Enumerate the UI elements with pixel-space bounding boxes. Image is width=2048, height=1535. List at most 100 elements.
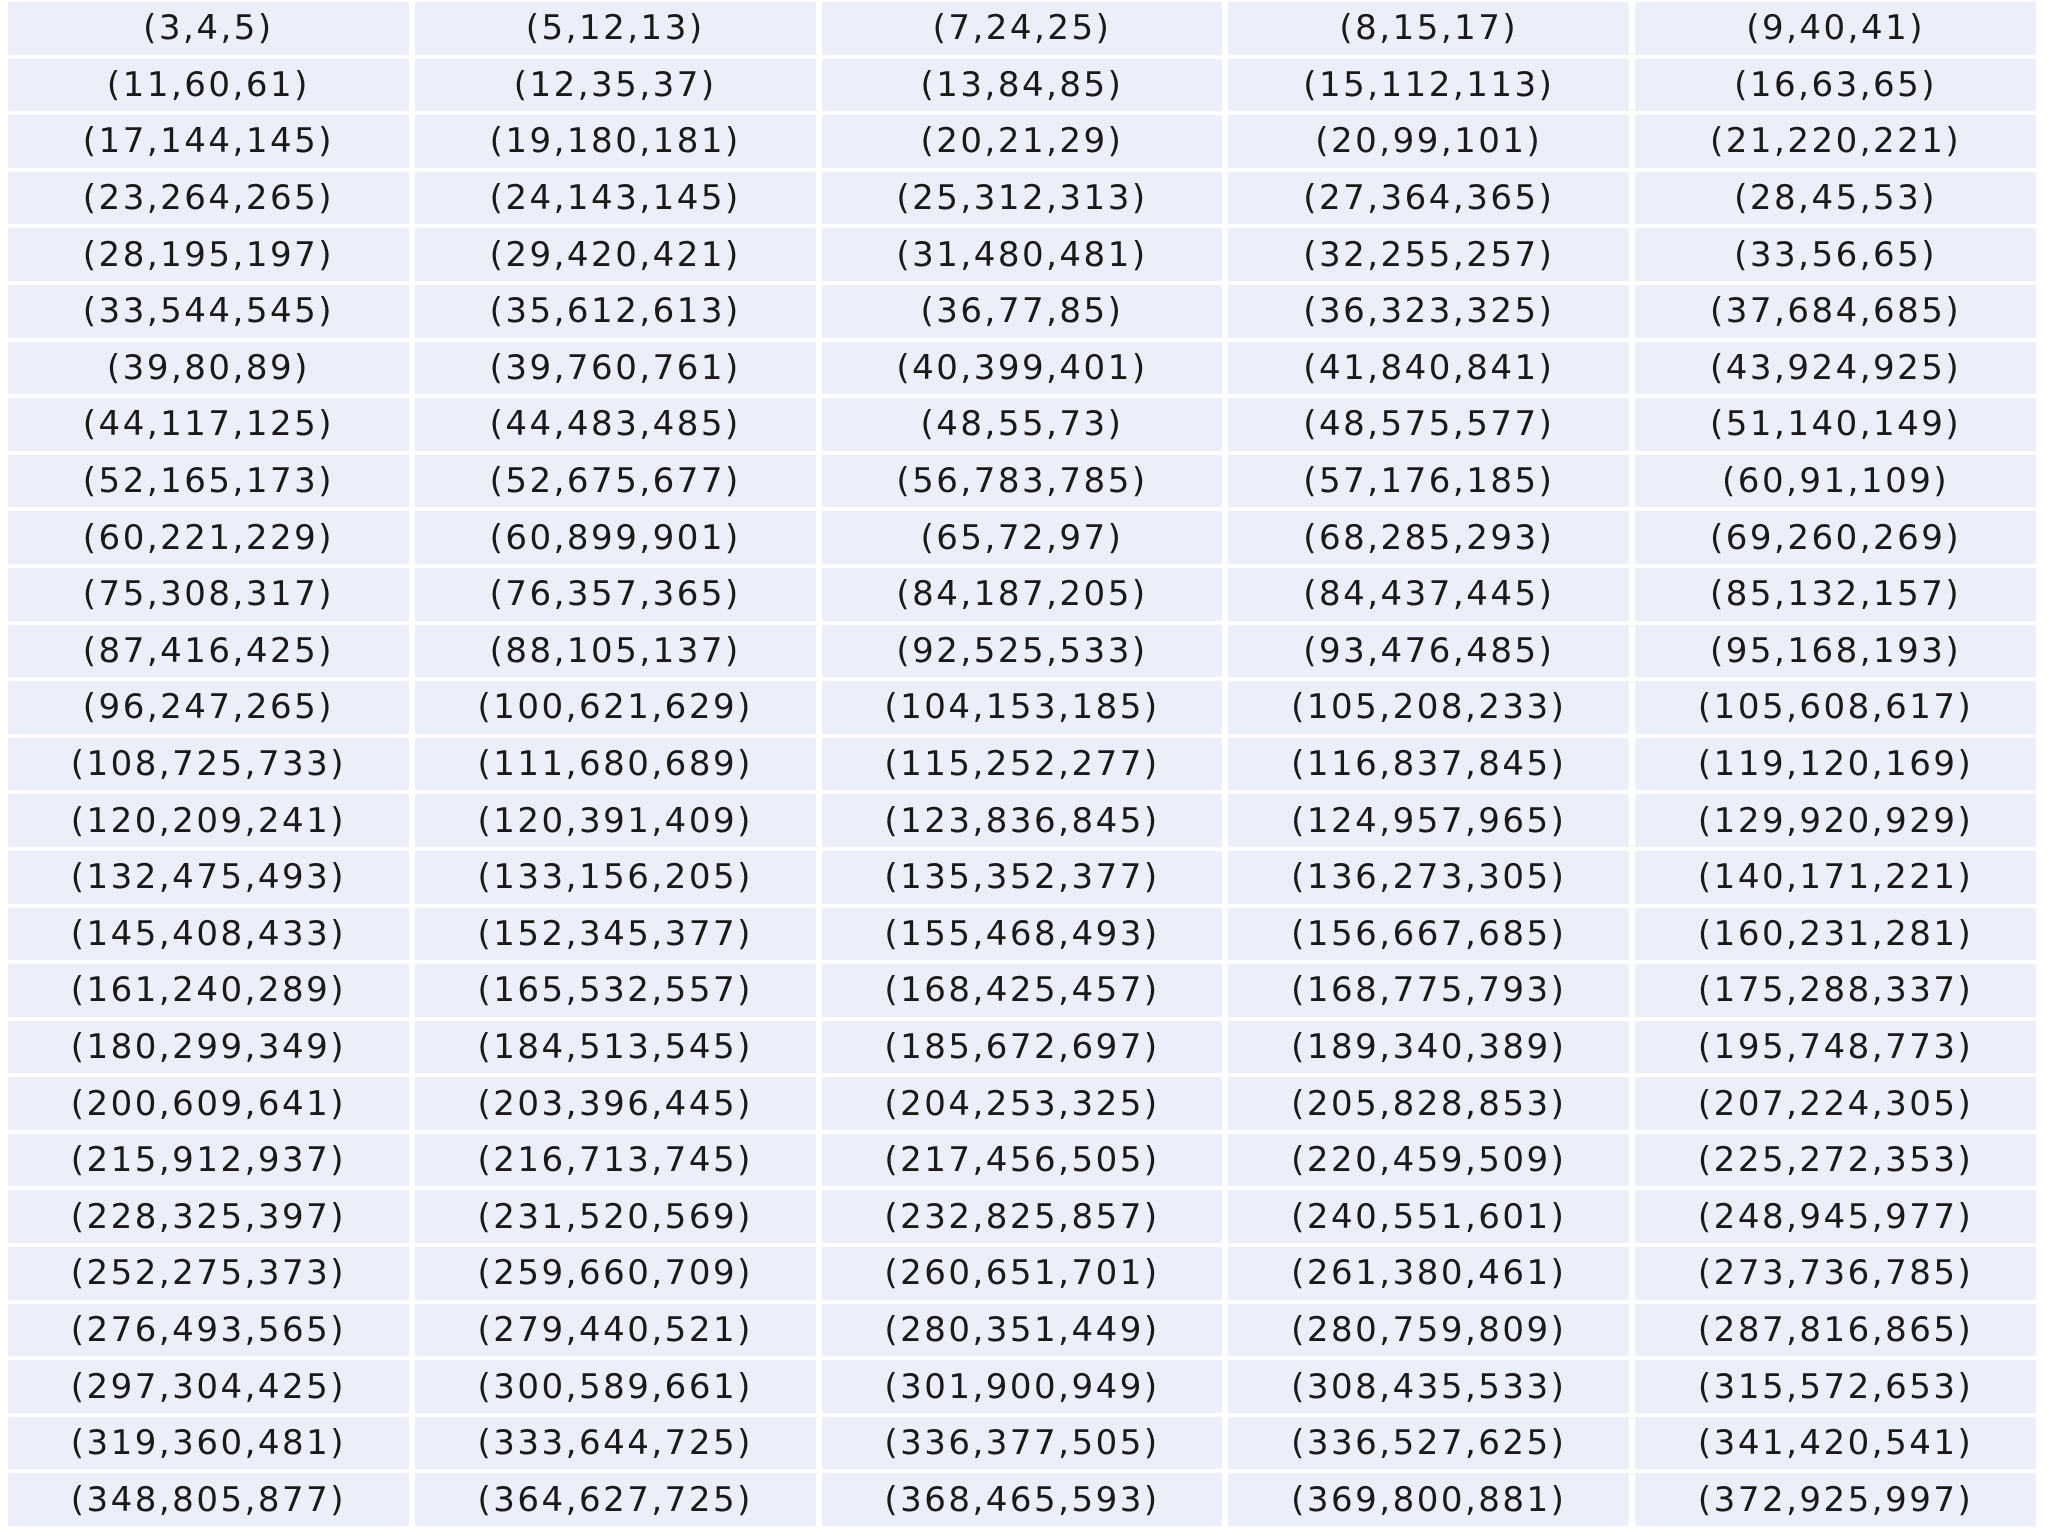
triple-cell: (135,352,377) bbox=[821, 850, 1223, 904]
triple-cell: (215,912,937) bbox=[8, 1133, 409, 1187]
triple-cell: (207,224,305) bbox=[1635, 1077, 2036, 1130]
table-row: (28,195,197) (29,420,421) (31,480,481) (32,… bbox=[8, 228, 2036, 281]
table-row: (33,544,545) (35,612,613) (36,77,85) (36,32… bbox=[8, 284, 2036, 338]
triple-cell: (168,775,793) bbox=[1228, 964, 1630, 1017]
table-row: (87,416,425) (88,105,137) (92,525,533) (93,… bbox=[8, 624, 2036, 678]
triple-cell: (32,255,257) bbox=[1228, 228, 1630, 281]
table-row: (44,117,125) (44,483,485) (48,55,73) (48,57… bbox=[8, 398, 2036, 451]
triple-cell: (44,483,485) bbox=[414, 398, 816, 451]
triple-cell: (20,21,29) bbox=[821, 115, 1223, 168]
triple-cell: (129,920,929) bbox=[1635, 794, 2036, 847]
triple-cell: (372,925,997) bbox=[1635, 1473, 2036, 1527]
triple-cell: (301,900,949) bbox=[821, 1360, 1223, 1413]
table-row: (96,247,265) (100,621,629) (104,153,185) (1… bbox=[8, 681, 2036, 734]
triple-cell: (111,680,689) bbox=[414, 737, 816, 791]
triple-cell: (33,544,545) bbox=[8, 284, 409, 338]
triple-cell: (76,357,365) bbox=[414, 567, 816, 621]
triple-cell: (123,836,845) bbox=[821, 794, 1223, 847]
triple-cell: (20,99,101) bbox=[1228, 115, 1630, 168]
triple-cell: (333,644,725) bbox=[414, 1416, 816, 1470]
triple-cell: (65,72,97) bbox=[821, 511, 1223, 564]
triple-cell: (9,40,41) bbox=[1635, 2, 2036, 55]
table-row: (215,912,937) (216,713,745) (217,456,505)(… bbox=[8, 1133, 2036, 1187]
triple-cell: (216,713,745) bbox=[414, 1133, 816, 1187]
triple-cell: (60,899,901) bbox=[414, 511, 816, 564]
bottom-edge bbox=[0, 1531, 2048, 1535]
triple-cell: (35,612,613) bbox=[414, 284, 816, 338]
table-row: (348,805,877) (364,627,725) (368,465,593)(… bbox=[8, 1473, 2036, 1527]
triple-cell: (84,187,205) bbox=[821, 567, 1223, 621]
triple-cell: (115,252,277) bbox=[821, 737, 1223, 791]
table-row: (276,493,565) (279,440,521) (280,351,449)(… bbox=[8, 1303, 2036, 1357]
triple-cell: (44,117,125) bbox=[8, 398, 409, 451]
triple-cell: (69,260,269) bbox=[1635, 511, 2036, 564]
triple-cell: (8,15,17) bbox=[1228, 2, 1630, 55]
triple-cell: (369,800,881) bbox=[1228, 1473, 1630, 1527]
triple-cell: (161,240,289) bbox=[8, 964, 409, 1017]
triple-cell: (43,924,925) bbox=[1635, 341, 2036, 395]
triple-cell: (195,748,773) bbox=[1635, 1020, 2036, 1074]
triple-cell: (336,527,625) bbox=[1228, 1416, 1630, 1470]
table-row: (60,221,229) (60,899,901) (65,72,97) (68,28… bbox=[8, 511, 2036, 564]
triple-cell: (232,825,857) bbox=[821, 1190, 1223, 1244]
triple-cell: (248,945,977) bbox=[1635, 1190, 2036, 1244]
triple-cell: (57,176,185) bbox=[1228, 454, 1630, 508]
triple-cell: (75,308,317) bbox=[8, 567, 409, 621]
triple-cell: (11,60,61) bbox=[8, 58, 409, 112]
triple-cell: (155,468,493) bbox=[821, 907, 1223, 961]
triple-cell: (165,532,557) bbox=[414, 964, 816, 1017]
table-row: (3,4,5) (5,12,13) (7,24,25) (8,15,17) (9,40,… bbox=[8, 2, 2036, 55]
triple-cell: (39,760,761) bbox=[414, 341, 816, 395]
triple-cell: (145,408,433) bbox=[8, 907, 409, 961]
table-row: (161,240,289) (165,532,557) (168,425,457)(… bbox=[8, 964, 2036, 1017]
triple-cell: (120,391,409) bbox=[414, 794, 816, 847]
table-row: (319,360,481) (333,644,725) (336,377,505)(… bbox=[8, 1416, 2036, 1470]
table-row: (145,408,433) (152,345,377) (155,468,493)(… bbox=[8, 907, 2036, 961]
triple-cell: (100,621,629) bbox=[414, 681, 816, 734]
triple-cell: (315,572,653) bbox=[1635, 1360, 2036, 1413]
table-row: (252,275,373) (259,660,709) (260,651,701)(… bbox=[8, 1247, 2036, 1300]
triple-cell: (7,24,25) bbox=[821, 2, 1223, 55]
table-row: (11,60,61) (12,35,37) (13,84,85) (15,112,11… bbox=[8, 58, 2036, 112]
triple-cell: (205,828,853) bbox=[1228, 1077, 1630, 1130]
table-row: (228,325,397) (231,520,569) (232,825,857)(… bbox=[8, 1190, 2036, 1244]
triple-cell: (36,323,325) bbox=[1228, 284, 1630, 338]
triple-cell: (3,4,5) bbox=[8, 2, 409, 55]
triple-cell: (348,805,877) bbox=[8, 1473, 409, 1527]
triple-cell: (180,299,349) bbox=[8, 1020, 409, 1074]
triple-cell: (25,312,313) bbox=[821, 171, 1223, 225]
triple-cell: (41,840,841) bbox=[1228, 341, 1630, 395]
triple-cell: (132,475,493) bbox=[8, 850, 409, 904]
triple-cell: (319,360,481) bbox=[8, 1416, 409, 1470]
triple-cell: (13,84,85) bbox=[821, 58, 1223, 112]
table-row: (132,475,493) (133,156,205) (135,352,377)(… bbox=[8, 850, 2036, 904]
triple-cell: (96,247,265) bbox=[8, 681, 409, 734]
triple-cell: (52,165,173) bbox=[8, 454, 409, 508]
triple-cell: (16,63,65) bbox=[1635, 58, 2036, 112]
triple-cell: (116,837,845) bbox=[1228, 737, 1630, 791]
triple-cell: (252,275,373) bbox=[8, 1247, 409, 1300]
triple-cell: (28,195,197) bbox=[8, 228, 409, 281]
triple-cell: (84,437,445) bbox=[1228, 567, 1630, 621]
triple-cell: (276,493,565) bbox=[8, 1303, 409, 1357]
triple-cell: (108,725,733) bbox=[8, 737, 409, 791]
triple-cell: (204,253,325) bbox=[821, 1077, 1223, 1130]
triple-cell: (37,684,685) bbox=[1635, 284, 2036, 338]
triple-cell: (56,783,785) bbox=[821, 454, 1223, 508]
triple-cell: (95,168,193) bbox=[1635, 624, 2036, 678]
triple-cell: (217,456,505) bbox=[821, 1133, 1223, 1187]
triple-cell: (124,957,965) bbox=[1228, 794, 1630, 847]
triple-cell: (15,112,113) bbox=[1228, 58, 1630, 112]
table-row: (75,308,317) (76,357,365) (84,187,205) (84,… bbox=[8, 567, 2036, 621]
triple-cell: (88,105,137) bbox=[414, 624, 816, 678]
triple-cell: (160,231,281) bbox=[1635, 907, 2036, 961]
triple-cell: (48,55,73) bbox=[821, 398, 1223, 451]
triple-cell: (92,525,533) bbox=[821, 624, 1223, 678]
triple-cell: (51,140,149) bbox=[1635, 398, 2036, 451]
triple-cell: (17,144,145) bbox=[8, 115, 409, 168]
triple-cell: (21,220,221) bbox=[1635, 115, 2036, 168]
table-row: (200,609,641) (203,396,445) (204,253,325)(… bbox=[8, 1077, 2036, 1130]
triple-cell: (105,608,617) bbox=[1635, 681, 2036, 734]
triple-cell: (260,651,701) bbox=[821, 1247, 1223, 1300]
table-row: (39,80,89) (39,760,761) (40,399,401) (41,84… bbox=[8, 341, 2036, 395]
